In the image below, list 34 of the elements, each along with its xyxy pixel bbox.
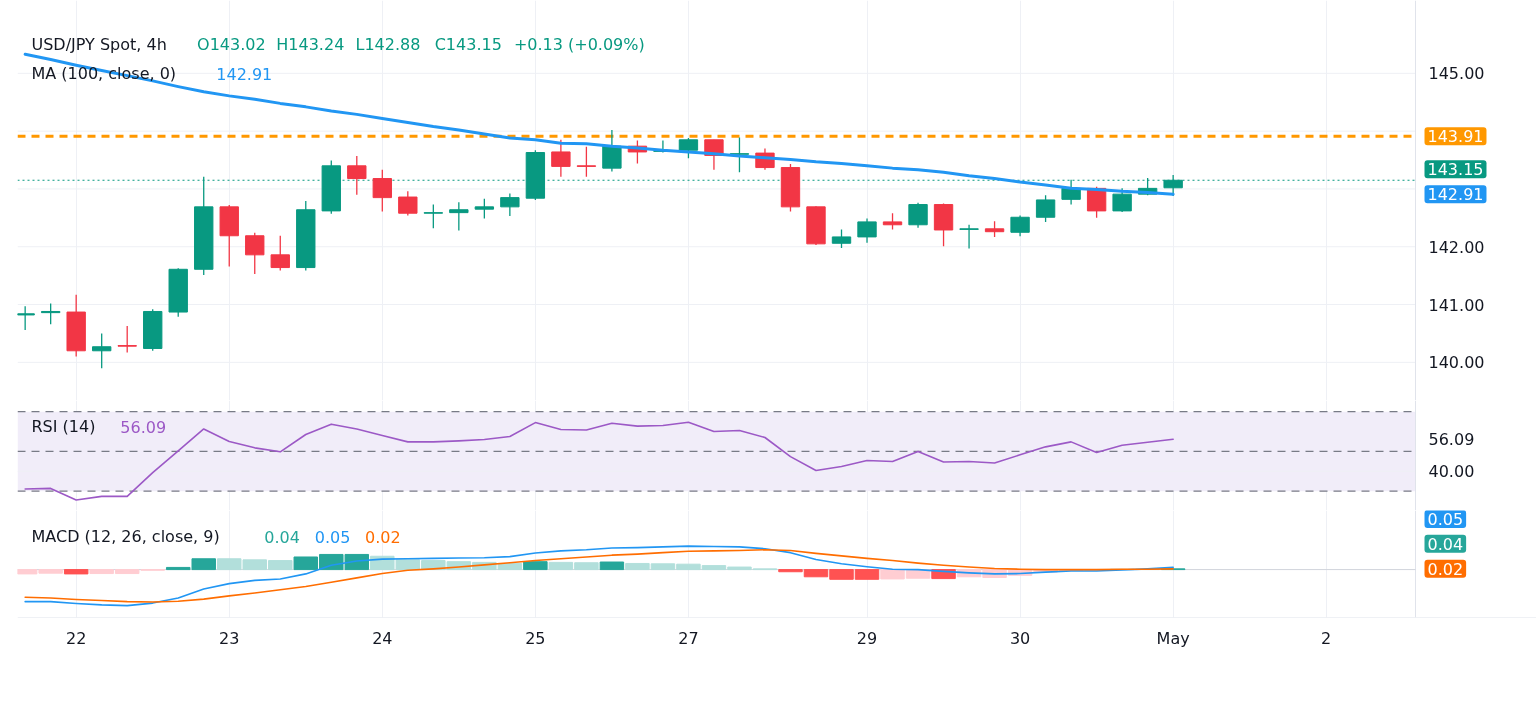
x-tick-label: 29 [856,628,878,648]
annotation: 0.02 [365,527,401,547]
y-tick-label: 142.00 [1428,237,1485,257]
text: 0.05 [1427,509,1464,529]
x-tick-label: 22 [66,628,87,648]
annotation: L142.88 [355,35,421,54]
y-tick-label: 140.00 [1428,353,1485,373]
annotation: +0.13 (+0.09%) [513,35,645,54]
annotation: C143.15 [434,35,502,54]
text: USD/JPY Spot, 4h [31,35,167,54]
y-tick-label: 56.09 [1428,430,1475,450]
y-tick-label: 145.00 [1428,64,1485,84]
annotation: 0.04 [264,527,300,547]
annotation: 56.09 [120,417,167,437]
y-tick-label: 40.00 [1428,462,1475,482]
text: RSI (14) [31,417,96,436]
annotation: H143.24 [276,35,345,54]
text: 0.02 [1427,559,1464,579]
text: 142.91 [216,64,273,84]
annotation: 0.05 [314,527,351,547]
x-tick-label: 23 [219,628,240,648]
y-tick-label: 141.00 [1428,295,1485,315]
text: 0.04 [1427,534,1464,554]
ref-line-label: 143.15 [1427,160,1484,180]
x-tick-label: 25 [525,628,546,648]
ref-line-label: 143.91 [1427,127,1484,147]
annotation: O143.02 [197,35,266,54]
x-tick-label: May [1156,628,1190,648]
x-tick-label: 30 [1009,628,1031,648]
x-tick-label: 2 [1321,628,1332,648]
y-tick-label: 142.91 [1427,185,1484,205]
x-tick-label: 27 [678,628,699,648]
x-tick-label: 24 [372,628,393,648]
chart-title: MACD (12, 26, close, 9) [31,527,220,546]
